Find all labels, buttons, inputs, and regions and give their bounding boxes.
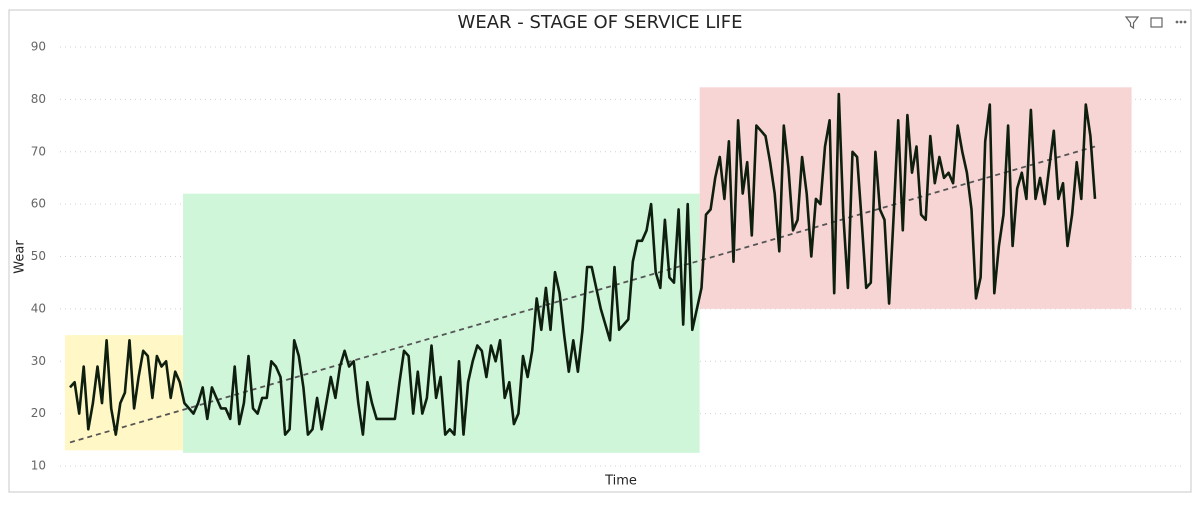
y-tick-label: 10 xyxy=(31,459,46,473)
y-tick-label: 20 xyxy=(31,406,46,420)
more-icon[interactable] xyxy=(1175,20,1187,24)
filter-icon[interactable] xyxy=(1124,16,1140,30)
y-tick-label: 40 xyxy=(31,301,46,315)
y-tick-label: 80 xyxy=(31,92,46,106)
y-tick-label: 90 xyxy=(31,40,46,54)
y-tick-label: 60 xyxy=(31,197,46,211)
chart-title: WEAR - STAGE OF SERVICE LIFE xyxy=(458,12,743,33)
zone xyxy=(183,193,700,453)
y-tick-label: 30 xyxy=(31,354,46,368)
series-line xyxy=(69,92,1097,436)
focus-icon[interactable] xyxy=(1150,17,1163,28)
y-tick-label: 70 xyxy=(31,144,46,158)
x-axis-label: Time xyxy=(604,474,637,489)
trend-line xyxy=(69,145,1096,444)
y-axis-label: Wear xyxy=(13,240,28,274)
header-icons xyxy=(1124,16,1187,30)
y-tick-label: 50 xyxy=(31,249,46,263)
zone xyxy=(699,87,1132,309)
